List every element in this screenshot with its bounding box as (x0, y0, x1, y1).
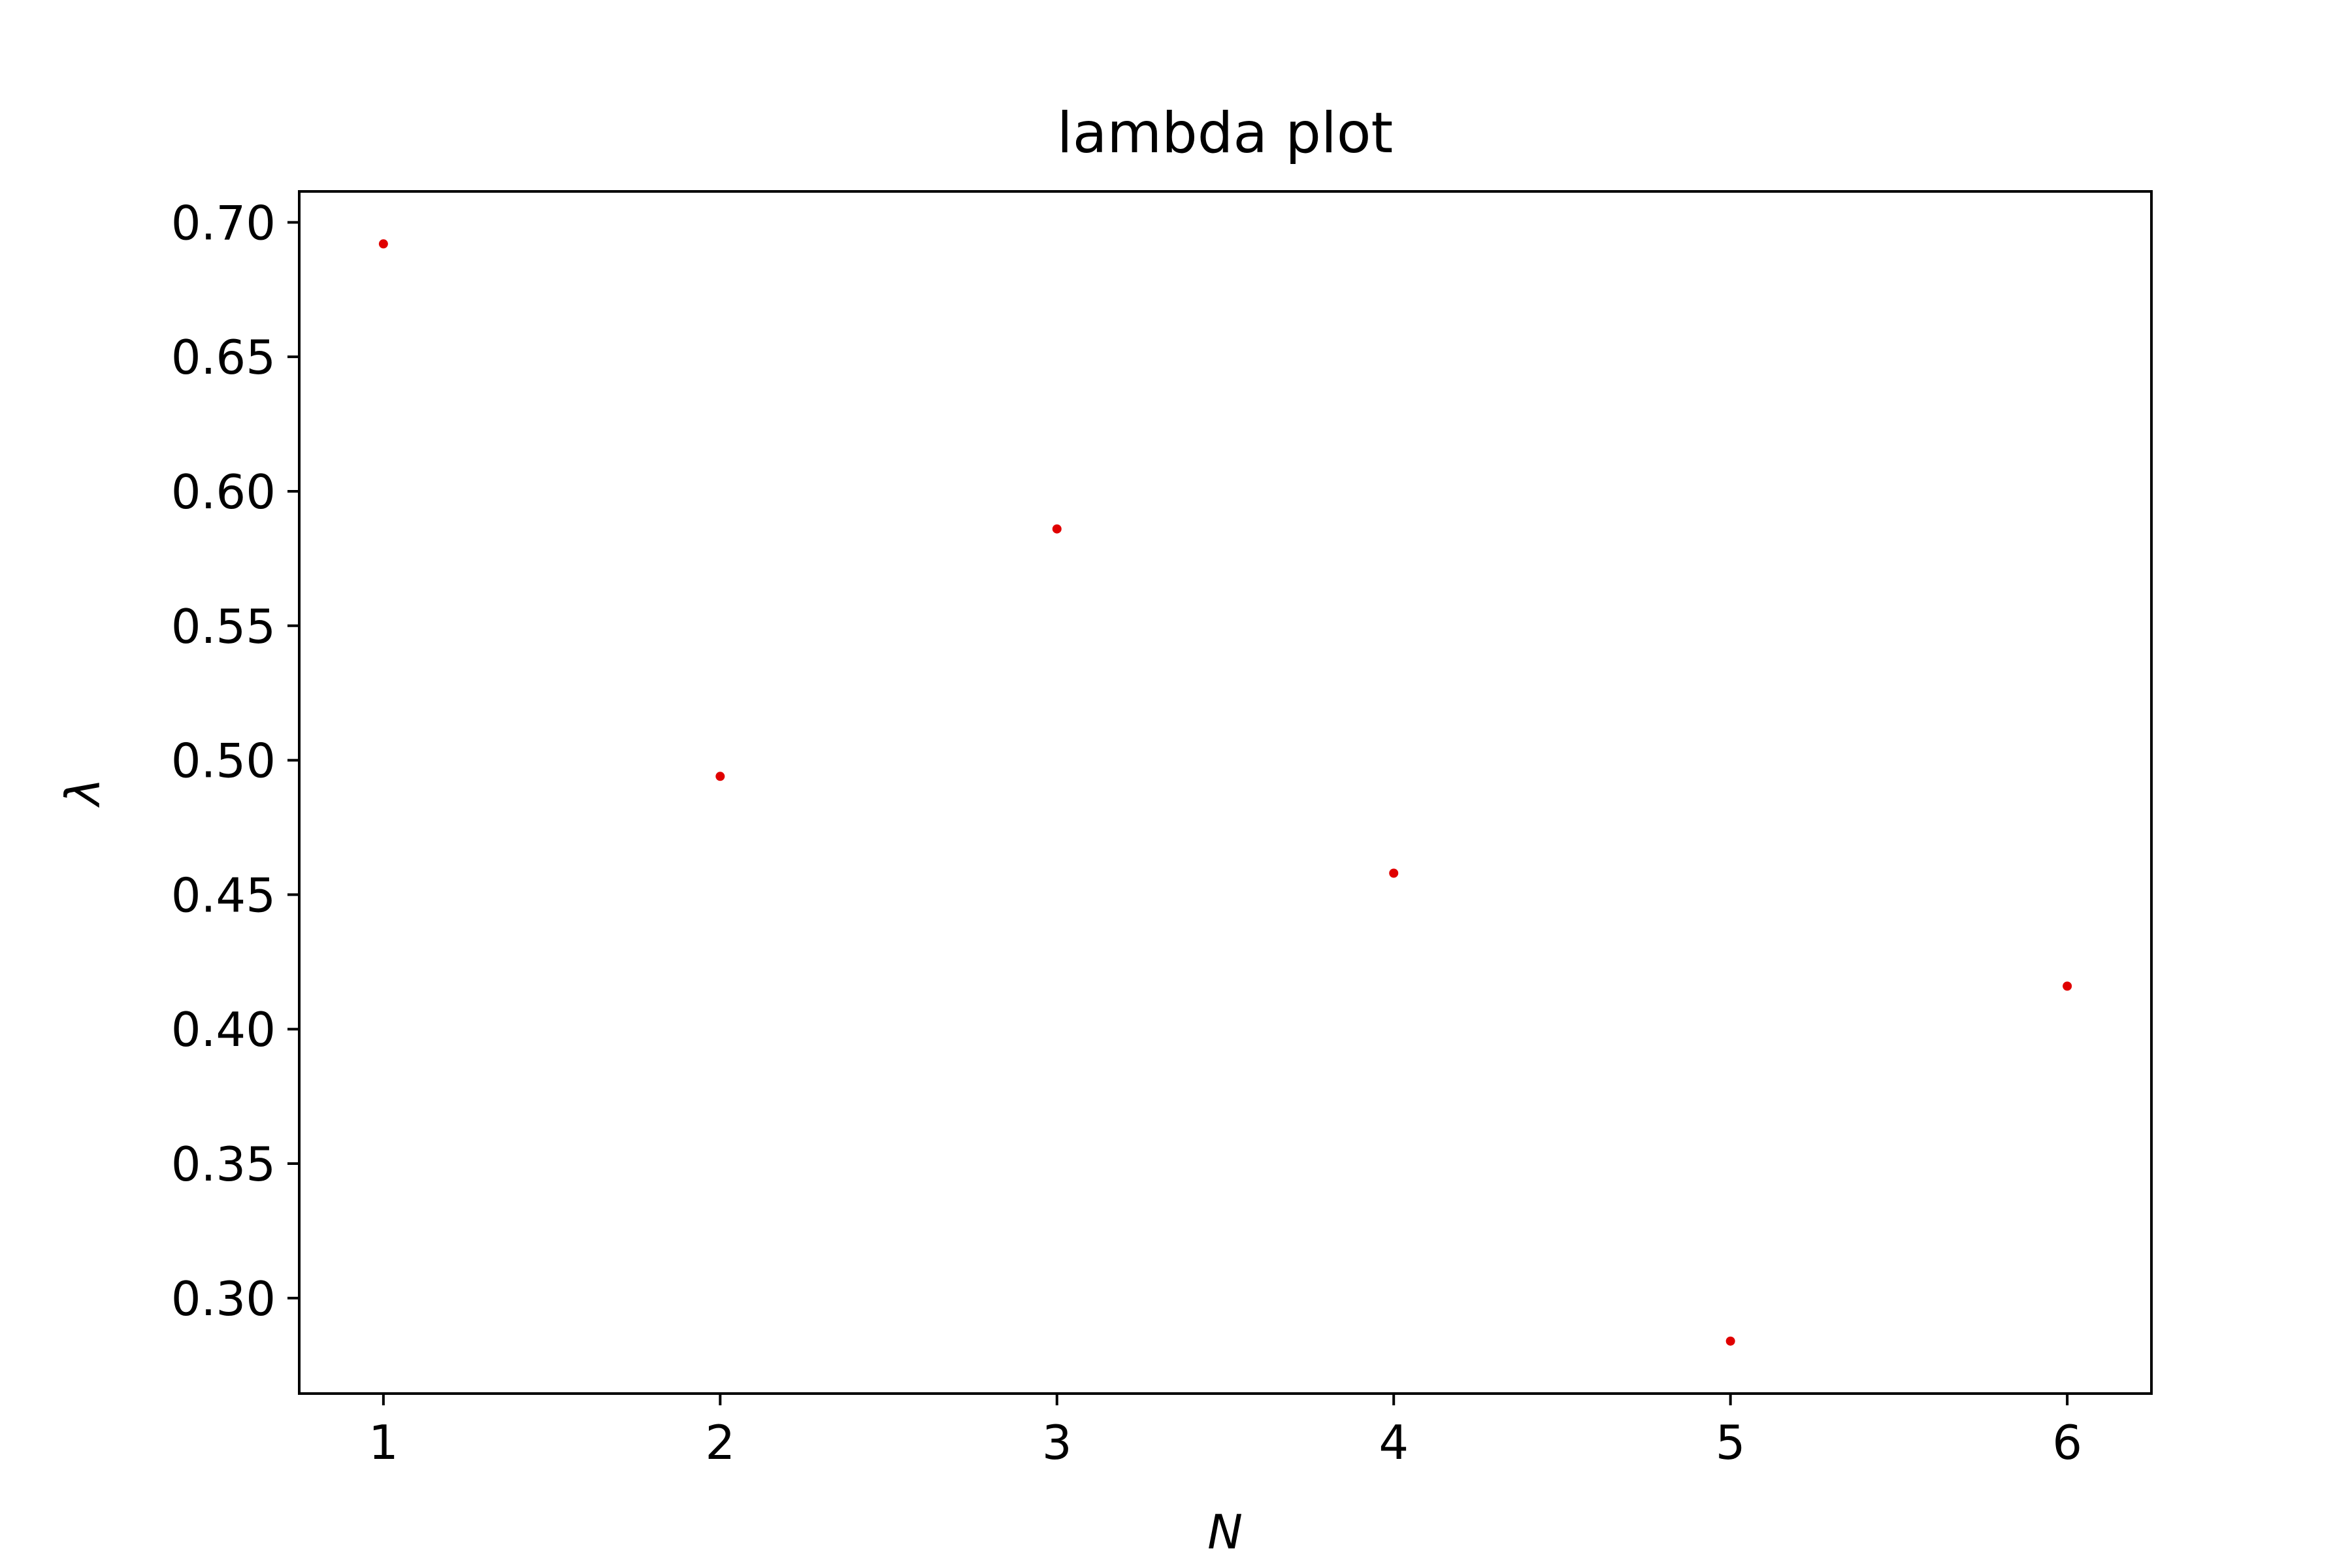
y-tick-label: 0.50 (171, 734, 276, 789)
data-points (378, 239, 2072, 1346)
y-axis-label: λ (56, 778, 110, 809)
x-axis-label: N (1207, 1505, 1243, 1560)
x-tick-label: 5 (1716, 1415, 1746, 1470)
y-axis-ticks: 0.30 0.35 0.40 0.45 0.50 0.55 0.60 0.65 0.70 (171, 195, 299, 1326)
data-point (1052, 524, 1062, 534)
y-tick-label: 0.55 (171, 599, 276, 654)
y-tick-label: 0.40 (171, 1002, 276, 1057)
x-axis-ticks: 1 2 3 4 5 6 (368, 1394, 2082, 1470)
data-point (378, 239, 388, 249)
y-tick-label: 0.35 (171, 1137, 276, 1192)
data-point (2063, 981, 2072, 991)
x-tick-label: 4 (1379, 1415, 1409, 1470)
plot-frame (298, 190, 2153, 1395)
y-tick-label: 0.30 (171, 1271, 276, 1326)
data-point (1389, 868, 1399, 878)
data-point (715, 772, 725, 781)
x-tick-label: 2 (705, 1415, 735, 1470)
x-tick-label: 1 (368, 1415, 399, 1470)
y-tick-label: 0.60 (171, 465, 276, 519)
y-tick-label: 0.45 (171, 868, 276, 923)
chart-title: lambda plot (1057, 101, 1393, 166)
data-point (1725, 1336, 1735, 1346)
x-tick-label: 3 (1042, 1415, 1072, 1470)
y-tick-label: 0.70 (171, 195, 276, 250)
y-tick-label: 0.65 (171, 330, 276, 385)
x-tick-label: 6 (2052, 1415, 2082, 1470)
